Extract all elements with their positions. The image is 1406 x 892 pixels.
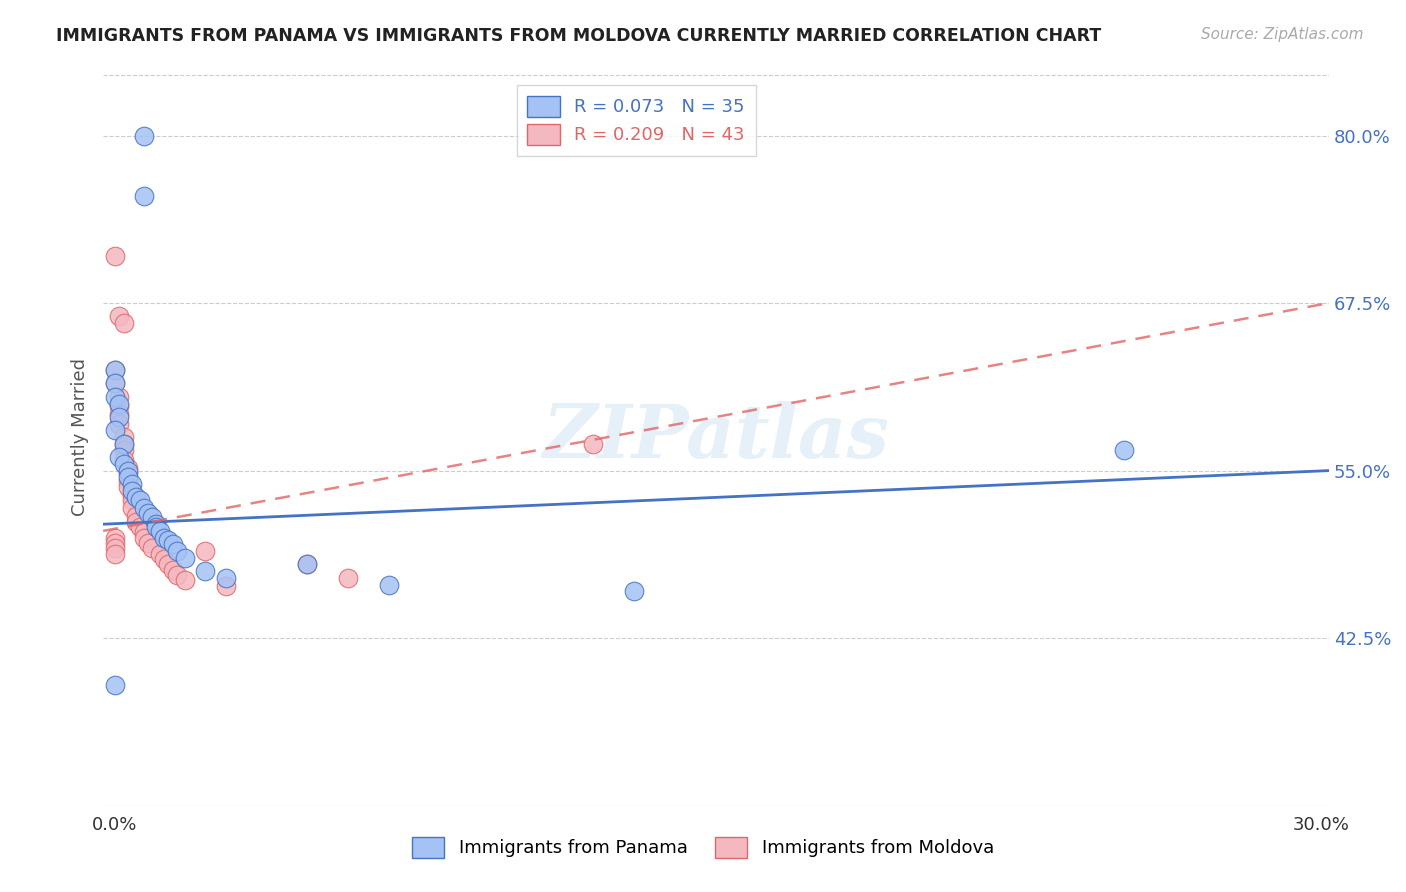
Point bbox=[162, 563, 184, 577]
Point bbox=[117, 464, 139, 478]
Point bbox=[153, 552, 176, 566]
Point bbox=[112, 457, 135, 471]
Point bbox=[1114, 443, 1136, 458]
Point bbox=[117, 475, 139, 489]
Point bbox=[157, 558, 180, 572]
Point bbox=[104, 678, 127, 692]
Point bbox=[378, 577, 401, 591]
Point bbox=[117, 480, 139, 494]
Point bbox=[145, 517, 167, 532]
Point bbox=[104, 363, 127, 377]
Point bbox=[582, 437, 605, 451]
Point bbox=[125, 515, 148, 529]
Point bbox=[112, 430, 135, 444]
Point bbox=[117, 470, 139, 484]
Point bbox=[108, 407, 131, 421]
Point bbox=[132, 189, 155, 203]
Point bbox=[194, 544, 217, 558]
Point bbox=[166, 568, 188, 582]
Point bbox=[104, 531, 127, 545]
Point bbox=[121, 483, 143, 498]
Point bbox=[125, 491, 148, 505]
Point bbox=[108, 310, 131, 324]
Point bbox=[623, 584, 645, 599]
Point bbox=[112, 443, 135, 458]
Point bbox=[104, 363, 127, 377]
Point bbox=[121, 501, 143, 516]
Y-axis label: Currently Married: Currently Married bbox=[72, 358, 89, 516]
Point bbox=[157, 533, 180, 548]
Point bbox=[145, 520, 167, 534]
Point bbox=[108, 396, 131, 410]
Legend: R = 0.073   N = 35, R = 0.209   N = 43: R = 0.073 N = 35, R = 0.209 N = 43 bbox=[516, 85, 756, 155]
Point bbox=[104, 547, 127, 561]
Point bbox=[112, 316, 135, 330]
Point bbox=[108, 409, 131, 424]
Text: IMMIGRANTS FROM PANAMA VS IMMIGRANTS FROM MOLDOVA CURRENTLY MARRIED CORRELATION : IMMIGRANTS FROM PANAMA VS IMMIGRANTS FRO… bbox=[56, 27, 1101, 45]
Point bbox=[149, 547, 172, 561]
Point bbox=[132, 501, 155, 516]
Point bbox=[162, 537, 184, 551]
Point bbox=[145, 517, 167, 532]
Point bbox=[112, 453, 135, 467]
Point bbox=[215, 579, 238, 593]
Point bbox=[104, 390, 127, 404]
Point bbox=[141, 510, 163, 524]
Point bbox=[149, 524, 172, 538]
Point bbox=[121, 488, 143, 502]
Point bbox=[108, 450, 131, 465]
Point bbox=[104, 536, 127, 550]
Point bbox=[297, 558, 319, 572]
Text: 0.0%: 0.0% bbox=[91, 816, 136, 834]
Point bbox=[173, 574, 195, 588]
Point bbox=[117, 461, 139, 475]
Point bbox=[129, 493, 152, 508]
Point bbox=[121, 493, 143, 508]
Legend: Immigrants from Panama, Immigrants from Moldova: Immigrants from Panama, Immigrants from … bbox=[405, 830, 1001, 865]
Point bbox=[104, 541, 127, 556]
Point bbox=[104, 249, 127, 263]
Point bbox=[108, 417, 131, 431]
Point bbox=[104, 423, 127, 437]
Point bbox=[337, 571, 360, 585]
Point bbox=[108, 390, 131, 404]
Point bbox=[125, 509, 148, 524]
Point bbox=[132, 525, 155, 540]
Text: ZIPatlas: ZIPatlas bbox=[543, 401, 890, 474]
Point bbox=[129, 520, 152, 534]
Point bbox=[112, 437, 135, 451]
Point bbox=[108, 399, 131, 413]
Point bbox=[112, 437, 135, 451]
Point bbox=[132, 531, 155, 545]
Point bbox=[141, 541, 163, 556]
Point bbox=[194, 564, 217, 578]
Point bbox=[136, 507, 159, 521]
Point bbox=[153, 531, 176, 545]
Point bbox=[132, 128, 155, 143]
Point bbox=[166, 544, 188, 558]
Point bbox=[121, 477, 143, 491]
Point bbox=[297, 558, 319, 572]
Point bbox=[104, 376, 127, 391]
Point bbox=[136, 536, 159, 550]
Point bbox=[173, 550, 195, 565]
Point bbox=[215, 571, 238, 585]
Text: 30.0%: 30.0% bbox=[1294, 816, 1350, 834]
Point bbox=[104, 376, 127, 391]
Text: Source: ZipAtlas.com: Source: ZipAtlas.com bbox=[1201, 27, 1364, 42]
Point bbox=[117, 467, 139, 481]
